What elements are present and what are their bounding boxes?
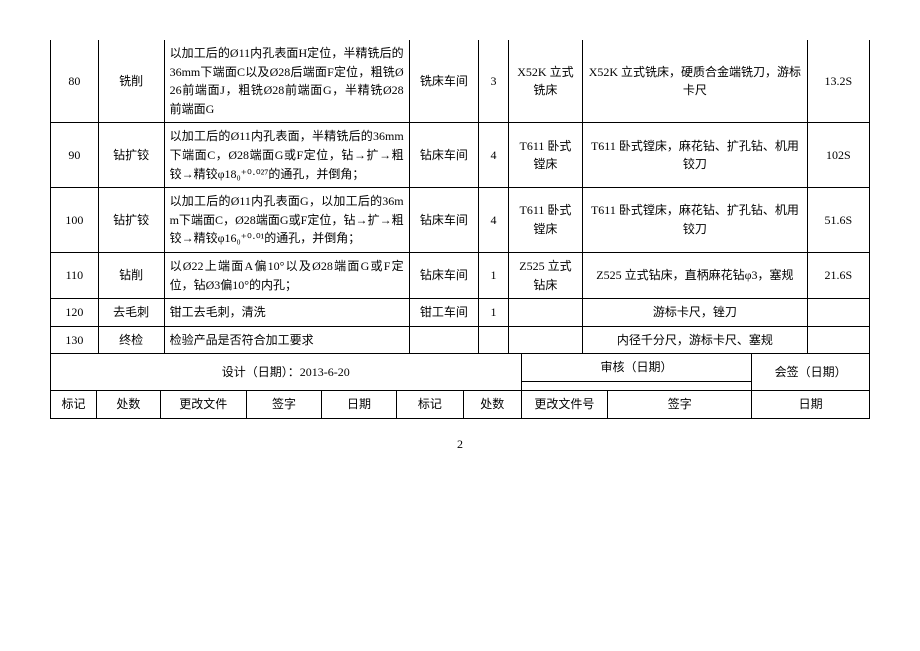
process-desc: 钳工去毛刺，清洗 <box>164 299 409 327</box>
time <box>807 299 869 327</box>
tooling: X52K 立式铣床，硬质合金端铣刀，游标卡尺 <box>583 40 808 123</box>
time <box>807 326 869 354</box>
audit-date: 审核（日期） <box>521 354 752 381</box>
hdr-changefile: 更改文件 <box>160 390 247 418</box>
tooling: T611 卧式镗床，麻花钻、扩孔钻、机用铰刀 <box>583 188 808 253</box>
design-date: 设计（日期）：2013-6-20 <box>51 354 522 390</box>
process-name: 钻扩铰 <box>98 188 164 253</box>
time: 21.6S <box>807 252 869 298</box>
process-name: 铣削 <box>98 40 164 123</box>
equipment <box>508 326 582 354</box>
seq-no: 80 <box>51 40 99 123</box>
hdr-date2: 日期 <box>752 390 870 418</box>
hdr-sign: 签字 <box>247 390 322 418</box>
hdr-sign2: 签字 <box>608 390 752 418</box>
equipment <box>508 299 582 327</box>
workshop: 钳工车间 <box>409 299 478 327</box>
workshop: 钻床车间 <box>409 188 478 253</box>
seq-no: 90 <box>51 123 99 188</box>
hdr-date: 日期 <box>322 390 397 418</box>
tooling: 内径千分尺，游标卡尺、塞规 <box>583 326 808 354</box>
hdr-mark: 标记 <box>51 390 97 418</box>
cosign-date: 会签（日期） <box>752 354 870 390</box>
tooling: Z525 立式钻床，直柄麻花钻φ3，塞规 <box>583 252 808 298</box>
equipment: X52K 立式铣床 <box>508 40 582 123</box>
seq-no: 110 <box>51 252 99 298</box>
process-table: 80铣削以加工后的Ø11内孔表面H定位，半精铣后的36mm下端面C以及Ø28后端… <box>50 40 870 354</box>
qty: 4 <box>479 188 509 253</box>
process-name: 去毛刺 <box>98 299 164 327</box>
tooling: T611 卧式镗床，麻花钻、扩孔钻、机用铰刀 <box>583 123 808 188</box>
process-desc: 以加工后的Ø11内孔表面，半精铣后的36mm下端面C，Ø28端面G或F定位，钻→… <box>164 123 409 188</box>
process-desc: 以Ø22上端面A偏10°以及Ø28端面G或F定位，钻Ø3偏10°的内孔； <box>164 252 409 298</box>
workshop: 铣床车间 <box>409 40 478 123</box>
seq-no: 130 <box>51 326 99 354</box>
process-desc: 检验产品是否符合加工要求 <box>164 326 409 354</box>
qty: 1 <box>479 299 509 327</box>
process-name: 钻削 <box>98 252 164 298</box>
hdr-changefileno: 更改文件号 <box>521 390 608 418</box>
hdr-places: 处数 <box>97 390 160 418</box>
qty <box>479 326 509 354</box>
workshop: 钻床车间 <box>409 252 478 298</box>
seq-no: 100 <box>51 188 99 253</box>
time: 102S <box>807 123 869 188</box>
equipment: T611 卧式镗床 <box>508 123 582 188</box>
time: 13.2S <box>807 40 869 123</box>
tooling: 游标卡尺，锉刀 <box>583 299 808 327</box>
time: 51.6S <box>807 188 869 253</box>
hdr-mark2: 标记 <box>396 390 463 418</box>
process-desc: 以加工后的Ø11内孔表面H定位，半精铣后的36mm下端面C以及Ø28后端面F定位… <box>164 40 409 123</box>
qty: 4 <box>479 123 509 188</box>
seq-no: 120 <box>51 299 99 327</box>
process-name: 终检 <box>98 326 164 354</box>
workshop: 钻床车间 <box>409 123 478 188</box>
process-name: 钻扩铰 <box>98 123 164 188</box>
qty: 3 <box>479 40 509 123</box>
equipment: Z525 立式钻床 <box>508 252 582 298</box>
workshop <box>409 326 478 354</box>
page-number: 2 <box>50 437 870 452</box>
hdr-places2: 处数 <box>463 390 521 418</box>
qty: 1 <box>479 252 509 298</box>
footer-table: 设计（日期）：2013-6-20 审核（日期） 会签（日期） 标记 处数 更改文… <box>50 354 870 418</box>
audit-blank <box>521 381 752 390</box>
process-desc: 以加工后的Ø11内孔表面G，以加工后的36mm下端面C，Ø28端面G或F定位，钻… <box>164 188 409 253</box>
equipment: T611 卧式镗床 <box>508 188 582 253</box>
